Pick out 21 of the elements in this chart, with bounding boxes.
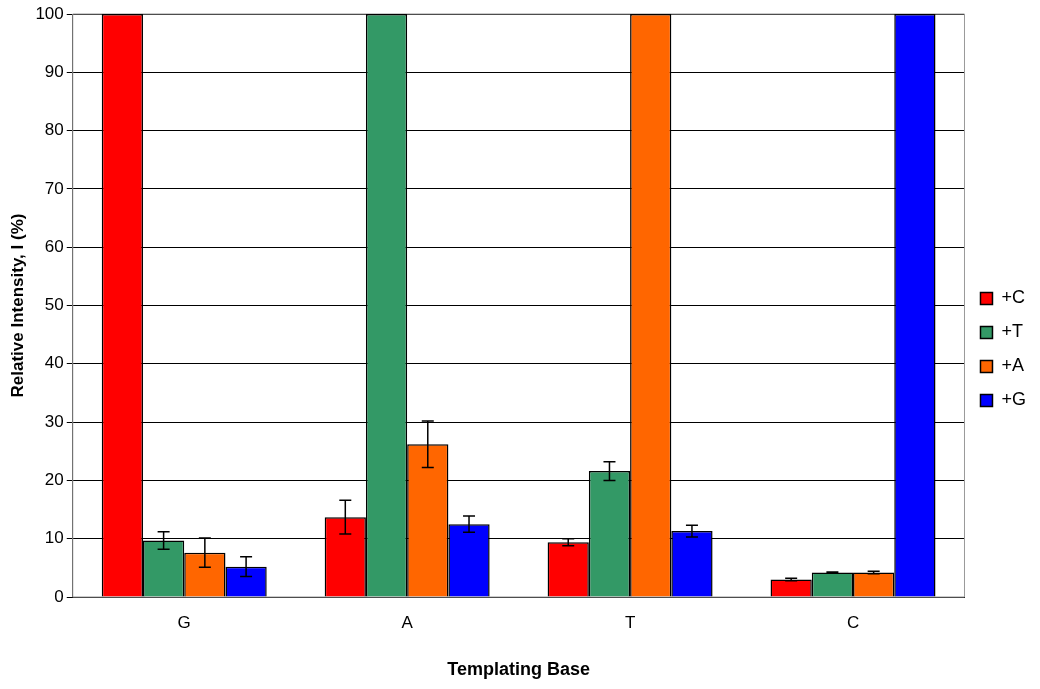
y-tick-label: 90 xyxy=(44,61,64,81)
legend-label: +A xyxy=(1001,355,1025,376)
y-tick-label: 0 xyxy=(54,586,64,606)
x-tick-label: C xyxy=(846,612,860,632)
legend-label: +T xyxy=(1001,321,1023,342)
x-tick-label: G xyxy=(177,612,191,632)
y-tick-label: 100 xyxy=(35,3,64,23)
y-tick-label: 60 xyxy=(44,236,64,256)
legend-label: +G xyxy=(1001,389,1026,410)
y-tick-label: 80 xyxy=(44,120,64,140)
y-tick-label: 40 xyxy=(44,353,64,373)
y-tick-label: 10 xyxy=(44,528,64,548)
y-tick-label: 70 xyxy=(44,178,64,198)
y-tick-label: 50 xyxy=(44,295,64,315)
x-axis-title: Templating Base xyxy=(447,659,590,680)
x-tick-label: A xyxy=(401,612,414,632)
y-axis-title: Relative Intensity, I (%) xyxy=(7,213,27,398)
legend-label: +C xyxy=(1001,287,1025,308)
y-tick-label: 30 xyxy=(44,411,64,431)
x-tick-label: T xyxy=(624,612,636,632)
y-tick-label: 20 xyxy=(44,470,64,490)
